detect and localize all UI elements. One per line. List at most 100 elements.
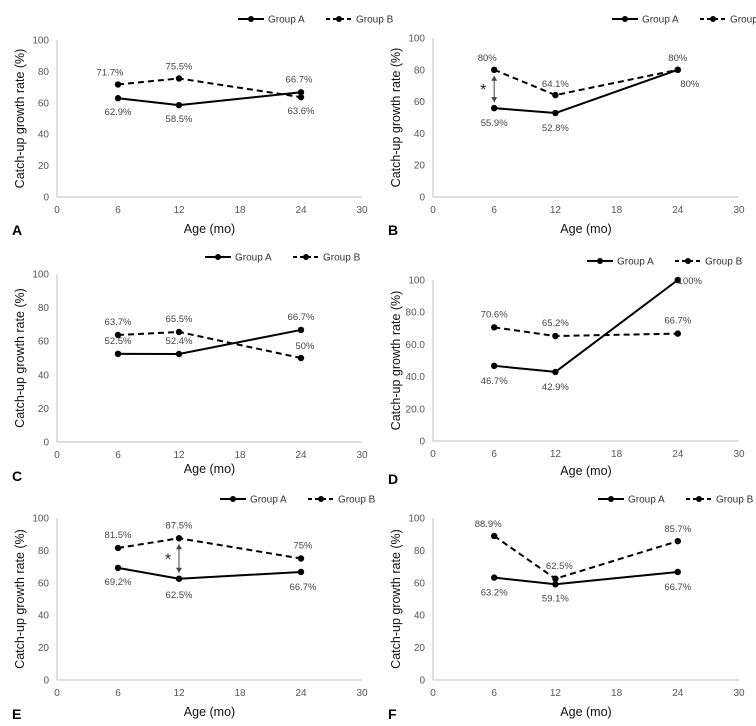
x-tick-label: 18 — [234, 688, 246, 699]
x-tick-label: 6 — [491, 688, 497, 699]
data-point — [175, 350, 183, 358]
data-label: 62.9% — [105, 107, 132, 118]
x-tick-label: 30 — [733, 205, 745, 216]
data-label: 71.7% — [97, 67, 124, 78]
legend-label: Group B — [705, 257, 743, 268]
data-label: 80% — [668, 53, 688, 64]
legend-label: Group B — [323, 253, 361, 264]
y-tick-label: 20 — [414, 643, 426, 654]
y-tick-label: 40.0 — [406, 372, 426, 383]
data-label: 52.5% — [105, 336, 132, 347]
legend-label: Group A — [250, 495, 287, 506]
panel-letter: E — [12, 706, 21, 722]
data-point — [297, 568, 305, 576]
y-tick-label: 100 — [32, 514, 49, 525]
data-point — [491, 532, 498, 540]
y-tick-label: 100 — [32, 36, 49, 47]
legend-label: Group A — [628, 495, 665, 506]
chart-panel-a: 0 20 40 60 80 100 0 6 12 18 24 30 Age (mo) Catch-up g… — [12, 15, 394, 239]
legend: Group A Group B — [612, 15, 756, 26]
y-axis-title: Catch-up growth rate (%) — [389, 529, 403, 669]
data-label: 62.5% — [166, 590, 193, 601]
y-tick-label: 20 — [38, 404, 50, 415]
y-tick-label: 40 — [38, 130, 50, 141]
chart-panel-f: 0 20 40 60 80 100 0 6 12 18 24 30 Age (mo) Catch-up g… — [388, 495, 754, 723]
series-line-group-a — [494, 570, 678, 586]
x-axis-title: Age (mo) — [560, 464, 611, 478]
x-axis-title: Age (mo) — [560, 705, 611, 719]
data-point — [674, 568, 681, 576]
legend-label: Group A — [268, 15, 305, 26]
legend-marker — [597, 258, 603, 264]
y-tick-label: 0 — [43, 438, 49, 449]
legend-marker — [696, 496, 702, 502]
data-label: 88.9% — [475, 519, 502, 530]
data-point — [114, 95, 122, 102]
y-tick-label: 60 — [38, 98, 50, 109]
y-tick-label: 60 — [38, 578, 50, 589]
series-line-group-b — [493, 535, 679, 580]
x-tick-label: 12 — [173, 450, 185, 461]
x-tick-label: 18 — [611, 205, 623, 216]
data-point — [114, 350, 122, 357]
y-tick-label: 20.0 — [406, 404, 426, 415]
arrow-head-up — [176, 544, 182, 550]
data-point — [491, 66, 498, 74]
panel-letter: A — [12, 222, 22, 238]
y-tick-label: 0 — [43, 193, 49, 204]
x-tick-label: 0 — [430, 449, 436, 460]
y-axis-title: Catch-up growth rate (%) — [13, 288, 27, 428]
data-point — [552, 368, 559, 376]
data-label: 52.4% — [166, 336, 193, 347]
data-label: 80% — [478, 53, 498, 64]
series-line-group-b — [117, 537, 302, 560]
x-tick-label: 24 — [672, 688, 684, 699]
x-tick-label: 0 — [430, 688, 436, 699]
data-label: 65.5% — [166, 314, 193, 325]
y-tick-label: 0 — [419, 437, 425, 448]
data-point — [175, 575, 183, 582]
legend-label: Group B — [338, 495, 376, 506]
data-point — [175, 328, 183, 336]
data-label: 63.6% — [288, 106, 315, 117]
series-line-group-b — [493, 68, 679, 97]
series-line-group-a — [494, 279, 679, 373]
data-label: 66.7% — [290, 582, 317, 593]
y-tick-label: 60.0 — [406, 340, 426, 351]
data-label: 100% — [678, 276, 703, 287]
x-tick-label: 0 — [54, 688, 60, 699]
x-tick-label: 6 — [115, 205, 121, 216]
y-tick-label: 80 — [38, 67, 50, 78]
data-label: 46.7% — [481, 376, 508, 387]
y-tick-label: 40 — [38, 611, 50, 622]
x-tick-label: 12 — [550, 205, 562, 216]
panel-letter: B — [388, 222, 398, 238]
data-point — [297, 326, 305, 334]
y-axis-title: Catch-up growth rate (%) — [13, 529, 27, 669]
data-point — [114, 564, 122, 572]
x-tick-label: 30 — [733, 449, 745, 460]
legend-label: Group B — [716, 495, 754, 506]
data-label: 85.7% — [664, 524, 691, 535]
x-tick-label: 6 — [491, 449, 497, 460]
legend-marker — [685, 258, 691, 264]
legend-label: Group A — [642, 15, 679, 26]
data-label: 75.5% — [166, 61, 193, 72]
x-tick-label: 0 — [54, 450, 60, 461]
data-point — [552, 575, 559, 582]
x-tick-label: 6 — [115, 688, 121, 699]
arrow-head-down — [491, 97, 498, 103]
y-tick-label: 0 — [419, 676, 425, 687]
data-point — [297, 89, 305, 96]
data-label: 63.7% — [105, 317, 132, 328]
x-tick-label: 6 — [115, 450, 121, 461]
x-axis-title: Age (mo) — [184, 705, 235, 719]
legend-marker — [622, 16, 628, 22]
arrow-head-down — [176, 567, 182, 573]
x-tick-label: 18 — [611, 688, 623, 699]
series-line-group-a — [117, 91, 302, 107]
data-label: 66.7% — [664, 316, 691, 327]
x-tick-label: 24 — [672, 449, 684, 460]
data-label: 70.6% — [481, 309, 508, 320]
legend-label: Group A — [235, 253, 272, 264]
